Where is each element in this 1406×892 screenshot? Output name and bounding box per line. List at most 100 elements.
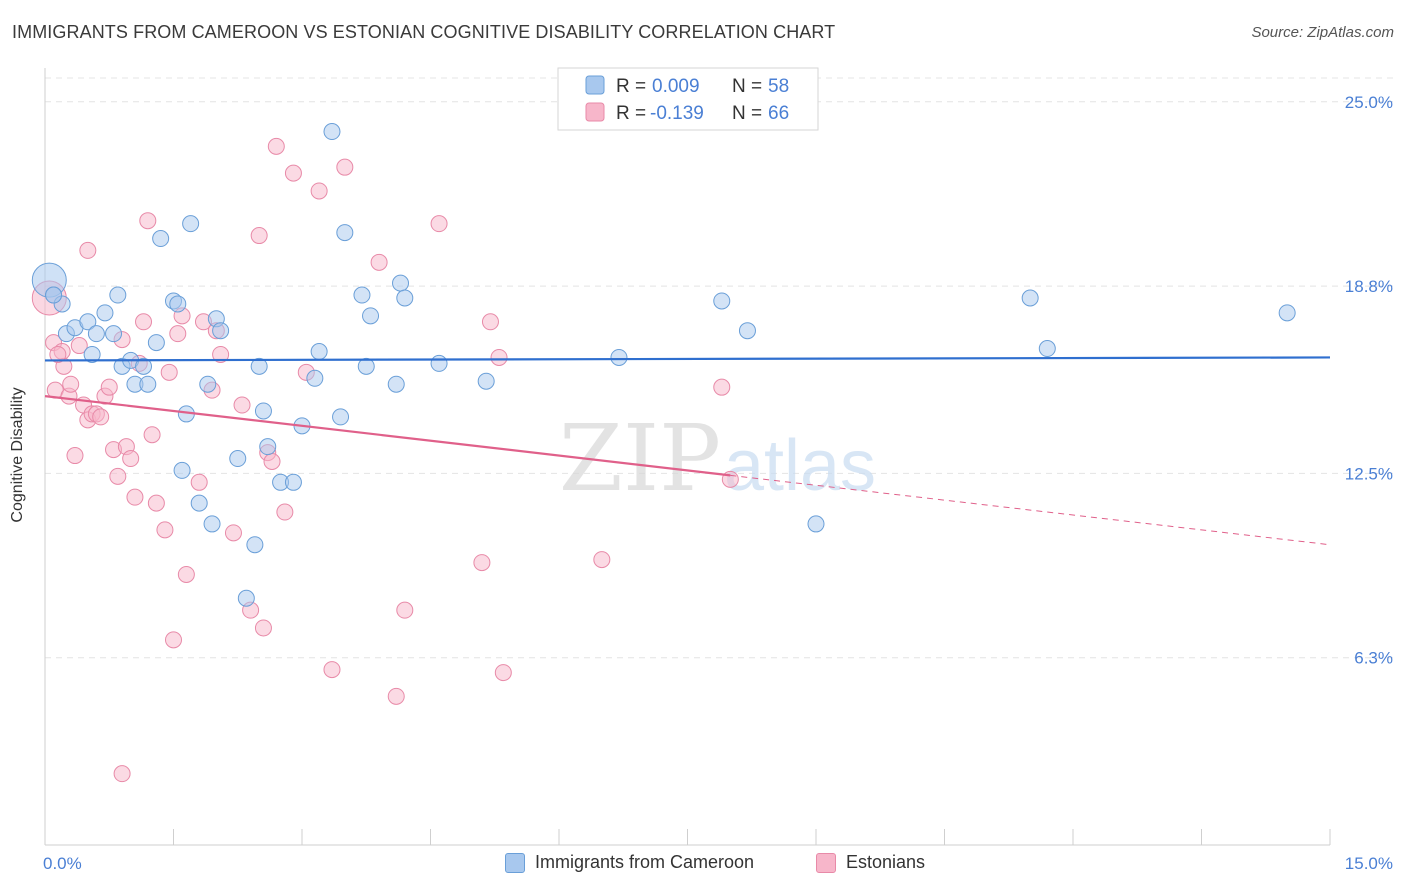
cameroon-point-49 (477, 372, 495, 390)
estonians-point-48 (284, 164, 302, 182)
cameroon-point-56 (1278, 304, 1296, 322)
legend-label-cameroon: Immigrants from Cameroon (535, 852, 755, 872)
estonians-point-11 (79, 241, 97, 259)
cameroon-trend-line (44, 356, 1331, 362)
cameroon-point-16 (147, 334, 165, 352)
axes (44, 68, 1331, 846)
legend-swatch-blue (585, 75, 605, 95)
cameroon-point-25 (203, 515, 221, 533)
cameroon-point-39 (323, 123, 341, 141)
cameroon-point-32 (254, 402, 272, 420)
cameroon-point-47 (396, 289, 414, 307)
estonians-point-26 (143, 426, 161, 444)
cameroon-point-43 (357, 357, 375, 375)
legend-r-value-2: -0.139 (650, 103, 704, 124)
estonians-point-65 (49, 345, 67, 363)
cameroon-point-27 (212, 322, 230, 340)
estonians-point-53 (370, 253, 388, 271)
cameroon-point-22 (182, 215, 200, 233)
cameroon-point-54 (1021, 289, 1039, 307)
cameroon-point-52 (738, 322, 756, 340)
grid-lines (45, 77, 1395, 659)
cameroon-point-37 (306, 369, 324, 387)
cameroon-point-50 (610, 348, 628, 366)
legend-item-estonians: Estonians (816, 852, 925, 873)
estonians-point-25 (139, 212, 157, 230)
cameroon-point-9 (105, 325, 123, 343)
estonians-point-16 (100, 378, 118, 396)
cameroon-point-46 (392, 274, 410, 292)
estonians-point-54 (387, 687, 405, 705)
cameroon-point-55 (1038, 340, 1056, 358)
estonians-point-52 (336, 158, 354, 176)
estonians-point-27 (147, 494, 165, 512)
y-tick-label-3: 25.0% (1345, 93, 1393, 112)
estonians-point-55 (396, 601, 414, 619)
watermark: ZIP atlas (559, 405, 876, 512)
estonians-point-60 (494, 664, 512, 682)
cameroon-point-41 (336, 224, 354, 242)
y-tick-labels: 6.3% 12.5% 18.8% 25.0% (1345, 93, 1393, 668)
cameroon-point-45 (387, 375, 405, 393)
chart-title: IMMIGRANTS FROM CAMEROON VS ESTONIAN COG… (12, 22, 836, 42)
estonians-point-6 (62, 375, 80, 393)
legend-n-label-1: N = (732, 76, 762, 97)
legend-n-value-1: 58 (768, 76, 789, 97)
estonians-point-33 (177, 565, 195, 583)
estonians-point-40 (233, 396, 251, 414)
legend-swatch-cameroon (505, 852, 525, 873)
x-tick-labels: 0.0% 15.0% (43, 854, 1393, 873)
cameroon-point-10 (109, 286, 127, 304)
estonians-point-18 (109, 467, 127, 485)
estonians-trend-line (44, 395, 731, 477)
cameroon-point-42 (353, 286, 371, 304)
legend-item-cameroon: Immigrants from Cameroon (505, 852, 754, 873)
estonians-point-14 (92, 408, 110, 426)
cameroon-point-6 (83, 345, 101, 363)
legend-r-label-2: R = (616, 103, 646, 124)
estonians-point-22 (126, 488, 144, 506)
cameroon-point-31 (250, 357, 268, 375)
cameroon-point-53 (807, 515, 825, 533)
estonians-point-62 (713, 378, 731, 396)
estonians-point-30 (165, 631, 182, 649)
cameroon-point-17 (152, 230, 170, 248)
cameroon-point-51 (713, 292, 731, 310)
watermark-atlas: atlas (724, 426, 876, 506)
cameroon-point-35 (284, 473, 302, 491)
estonians-point-59 (490, 348, 508, 366)
cameroon-point-20 (173, 461, 191, 479)
cameroon-point-48 (430, 354, 448, 372)
trend-lines (44, 356, 1331, 546)
cameroon-point-14 (135, 357, 153, 375)
x-tick-label-min: 0.0% (43, 854, 82, 873)
legend-r-value-1: 0.009 (652, 76, 700, 97)
cameroon-point-44 (362, 307, 380, 325)
estonians-point-24 (135, 313, 153, 331)
cameroon-point-19 (169, 295, 187, 313)
legend-n-value-2: 66 (768, 103, 789, 124)
estonians-point-39 (224, 524, 242, 542)
cameroon-point-15 (139, 375, 157, 393)
x-tick-label-max: 15.0% (1345, 854, 1393, 873)
cameroon-point-29 (237, 589, 255, 607)
legend-top: R = 0.009 N = 58 R = -0.139 N = 66 (557, 67, 819, 131)
cameroon-point-28 (229, 450, 247, 468)
estonians-point-56 (430, 215, 448, 233)
estonians-point-8 (70, 337, 88, 355)
estonians-trend-extrapolation (730, 474, 1331, 546)
y-tick-label-2: 18.8% (1345, 277, 1393, 296)
estonians-point-45 (263, 453, 281, 470)
legend-swatch-estonians (816, 852, 836, 873)
legend-label-estonians: Estonians (846, 852, 926, 872)
estonians-point-21 (122, 450, 140, 468)
estonians-point-61 (593, 551, 611, 569)
cameroon-point-7 (87, 325, 105, 343)
legend-r-label-1: R = (616, 76, 646, 97)
cameroon-point-40 (332, 408, 350, 426)
estonians-point-28 (156, 521, 174, 539)
legend-n-label-2: N = (732, 103, 762, 124)
cameroon-point-38 (310, 343, 328, 361)
estonians-point-38 (212, 345, 230, 363)
estonians-point-50 (310, 182, 328, 200)
